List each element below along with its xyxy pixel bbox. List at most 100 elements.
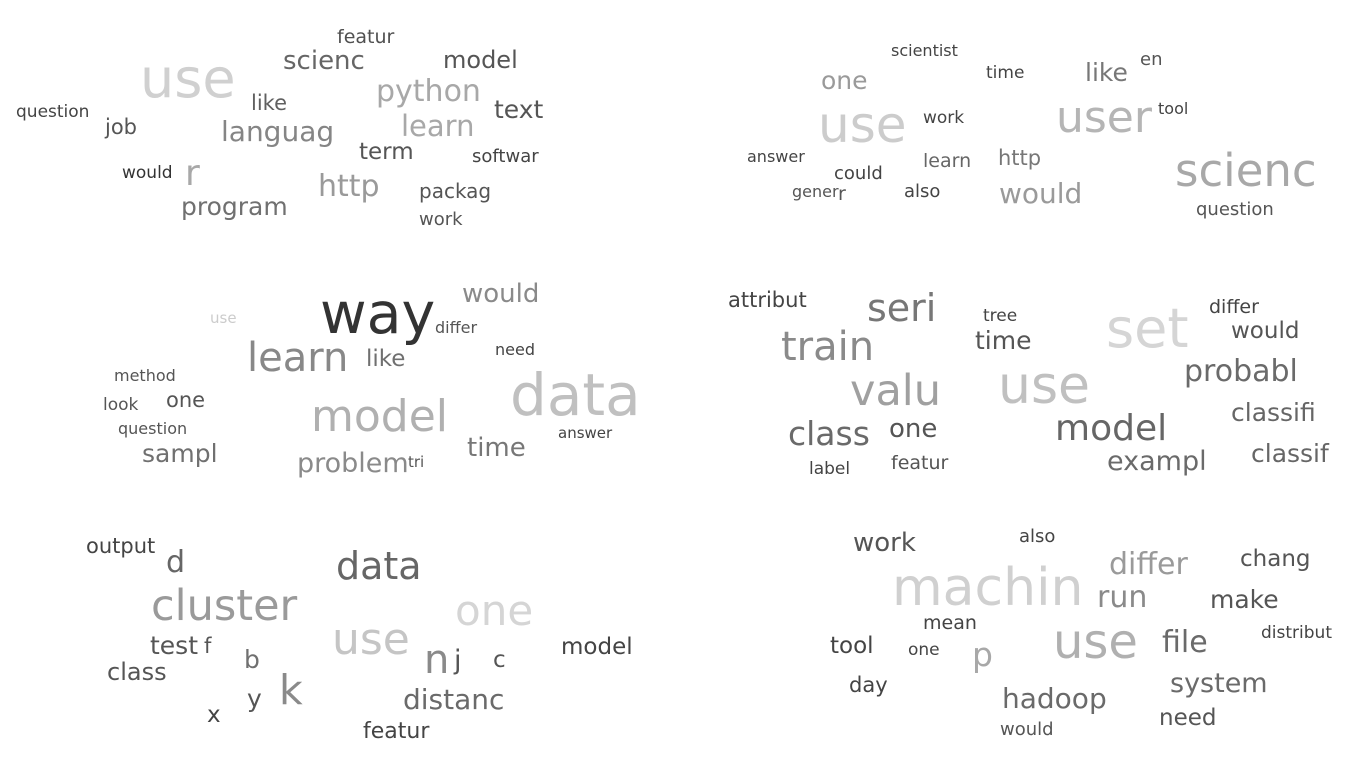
cloud-word: answer [558, 424, 613, 442]
cloud-word: differ [1109, 547, 1188, 582]
cloud-word: use [332, 614, 410, 665]
cloud-word: work [923, 108, 965, 128]
cloud-word: like [251, 91, 288, 115]
cloud-word: scienc [1175, 144, 1317, 197]
cloud-word: featur [891, 452, 949, 474]
cloud-word: sampl [142, 439, 218, 468]
cloud-word: model [561, 634, 633, 660]
cloud-word: tool [830, 633, 874, 659]
cloud-word: c [493, 647, 506, 673]
cloud-word: model [311, 391, 449, 442]
word-cloud-topic-1: featur use scienc model python question like jo… [0, 0, 683, 256]
cloud-word: time [975, 326, 1032, 355]
cloud-word: b [244, 645, 260, 674]
cloud-word: job [105, 115, 138, 139]
cloud-word: output [86, 534, 156, 558]
cloud-word: would [999, 177, 1083, 210]
cloud-word: also [1019, 526, 1056, 547]
cloud-word: chang [1240, 546, 1311, 572]
cloud-word: would [1000, 719, 1054, 740]
cloud-word: work [853, 528, 916, 558]
cloud-word: learn [247, 335, 349, 381]
cloud-word: way [320, 281, 436, 347]
cloud-word: featur [337, 26, 395, 48]
cloud-word: train [781, 324, 875, 370]
cloud-word: one [166, 388, 206, 412]
cloud-word: question [16, 102, 90, 122]
cloud-word: machin [892, 558, 1084, 618]
cloud-word: day [849, 673, 888, 697]
cloud-word: classifi [1231, 398, 1316, 427]
cloud-word: d [166, 545, 186, 580]
cloud-word: valu [850, 366, 941, 416]
word-cloud-topic-3: would use way differ learn like need method data… [0, 256, 683, 512]
cloud-word: k [279, 666, 303, 714]
cloud-word: data [336, 544, 422, 588]
cloud-word: packag [419, 179, 492, 203]
cloud-word: look [103, 395, 139, 415]
cloud-word: program [181, 192, 288, 221]
cloud-word: tri [408, 453, 425, 471]
cloud-word: file [1162, 625, 1208, 660]
cloud-word: make [1210, 585, 1279, 614]
cloud-word: one [821, 66, 868, 95]
cloud-word: would [122, 163, 173, 183]
cloud-word: one [889, 414, 938, 444]
cloud-word: learn [923, 150, 972, 172]
cloud-word: use [1053, 614, 1138, 670]
cloud-word: label [809, 459, 851, 479]
cloud-word: attribut [728, 288, 807, 312]
cloud-word: seri [867, 286, 937, 330]
cloud-word: system [1170, 668, 1268, 699]
cloud-word: would [462, 279, 540, 309]
cloud-word: http [998, 146, 1042, 170]
cloud-word: p [972, 635, 993, 674]
cloud-word: like [1085, 58, 1128, 87]
cloud-word: scienc [283, 46, 365, 76]
cloud-word: classif [1251, 439, 1329, 468]
cloud-word: differ [435, 318, 478, 337]
cloud-word: like [366, 346, 406, 372]
cloud-word: method [114, 366, 176, 385]
cloud-word: class [107, 658, 167, 686]
cloud-word: en [1140, 49, 1163, 70]
cloud-word: one [455, 586, 534, 635]
word-cloud-topic-2: scientist en one time like tool use work user ans… [683, 0, 1366, 256]
cloud-word: use [998, 356, 1091, 416]
cloud-word: j [454, 645, 462, 676]
cloud-word: softwar [472, 146, 539, 167]
cloud-word: work [419, 209, 463, 230]
cloud-word: languag [221, 115, 335, 148]
cloud-word: hadoop [1002, 682, 1107, 715]
cloud-word: http [318, 169, 380, 204]
cloud-word: distribut [1261, 623, 1332, 643]
cloud-word: question [1196, 199, 1274, 220]
cloud-word: r [185, 153, 200, 194]
cloud-word: class [788, 414, 870, 453]
cloud-word: exampl [1107, 446, 1207, 477]
cloud-word: could [834, 163, 883, 184]
cloud-word: answer [747, 147, 805, 166]
cloud-word: need [495, 340, 535, 359]
cloud-word: time [467, 433, 526, 463]
cloud-word: probabl [1184, 354, 1298, 389]
cloud-word: need [1159, 705, 1217, 731]
word-cloud-topic-4: attribut seri differ tree set would train time u… [683, 256, 1366, 512]
cloud-word: tool [1158, 99, 1189, 118]
cloud-word: question [118, 419, 188, 438]
cloud-word: text [494, 95, 544, 124]
cloud-word: r [838, 183, 846, 205]
cloud-word: model [1055, 408, 1168, 449]
cloud-word: distanc [403, 683, 505, 716]
cloud-word: tree [983, 306, 1018, 326]
word-cloud-topic-5: output d data cluster one test f use model b n j c cl… [0, 512, 683, 768]
cloud-word: f [204, 634, 212, 658]
cloud-word: would [1231, 318, 1300, 344]
cloud-word: differ [1209, 296, 1259, 318]
cloud-word: problem [297, 448, 409, 479]
cloud-word: n [424, 637, 450, 683]
cloud-word: use [140, 47, 236, 110]
cloud-word: mean [923, 612, 977, 634]
cloud-word: cluster [151, 581, 298, 631]
word-cloud-topic-6: work also chang differ machin run make mean dist… [683, 512, 1366, 768]
